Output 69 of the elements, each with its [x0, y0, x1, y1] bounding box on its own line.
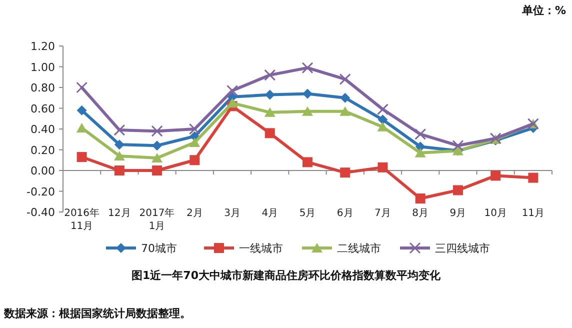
point [452, 140, 464, 152]
text: 图1近一年70大中城市新建商品住房环比价格指数算数平均变化 [132, 269, 442, 282]
legend-label: 一线城市 [239, 242, 283, 255]
legend-label: 三四线城市 [435, 242, 490, 255]
point [114, 150, 125, 160]
source-note: 数据来源：根据国家统计局数据整理。 [3, 307, 191, 320]
point [188, 123, 200, 135]
point [264, 107, 276, 117]
point [490, 170, 501, 181]
point [415, 194, 426, 204]
point [190, 155, 200, 166]
point [152, 166, 162, 176]
point [226, 84, 238, 96]
point [414, 128, 426, 140]
point [302, 88, 312, 99]
point [340, 106, 351, 116]
y-tick-label: 0.40 [30, 123, 55, 136]
point [76, 152, 87, 162]
legend-label: 二线城市 [337, 242, 381, 255]
point [378, 162, 388, 172]
point [114, 166, 124, 176]
x-tick-label: 2016年 11月 [64, 207, 100, 232]
point [340, 168, 350, 178]
point [264, 69, 276, 81]
point [114, 124, 126, 136]
point [376, 104, 388, 116]
point [377, 122, 388, 132]
x-tick-label: 2017年 1月 [139, 207, 175, 232]
y-tick-label: -0.40 [26, 206, 55, 219]
point [264, 128, 275, 138]
x-tick-label: 12月 [108, 208, 131, 219]
y-tick-label: 0.80 [30, 82, 55, 94]
x-tick-label: 10月 [484, 208, 507, 219]
point [340, 92, 350, 103]
x-tick-label: 11月 [522, 208, 545, 219]
y-axis-title: 单位：% [520, 4, 566, 17]
y-tick-label: 0.60 [30, 102, 55, 116]
x-tick-label: 3月 [224, 208, 240, 219]
point [378, 114, 388, 125]
x-tick-label: 8月 [412, 208, 429, 219]
x-tick-label: 9月 [450, 208, 466, 219]
point [302, 62, 314, 74]
y-tick-label: -0.20 [26, 185, 55, 198]
x-tick-label: 7月 [374, 208, 391, 219]
point [415, 142, 426, 152]
point [414, 148, 426, 158]
point [151, 125, 163, 137]
y-tick-label: 0.00 [30, 164, 55, 178]
y-tick-label: 0.20 [30, 144, 55, 157]
point [226, 98, 238, 108]
point [76, 105, 87, 116]
y-tick-label: 1.00 [30, 60, 55, 74]
point [189, 137, 200, 147]
point [264, 90, 275, 100]
x-tick-label: 5月 [299, 208, 316, 219]
x-tick-label: 6月 [336, 208, 354, 219]
point [152, 140, 162, 151]
point [302, 106, 313, 116]
point [114, 140, 124, 150]
legend-label: 70城市 [141, 242, 177, 255]
point [452, 185, 463, 196]
x-tick-label: 2月 [186, 208, 203, 219]
point [339, 73, 351, 85]
y-tick-label: 1.20 [30, 40, 55, 53]
point [76, 82, 88, 94]
point [302, 157, 312, 168]
point [528, 172, 538, 183]
point [152, 153, 163, 163]
x-tick-label: 4月 [262, 208, 278, 219]
